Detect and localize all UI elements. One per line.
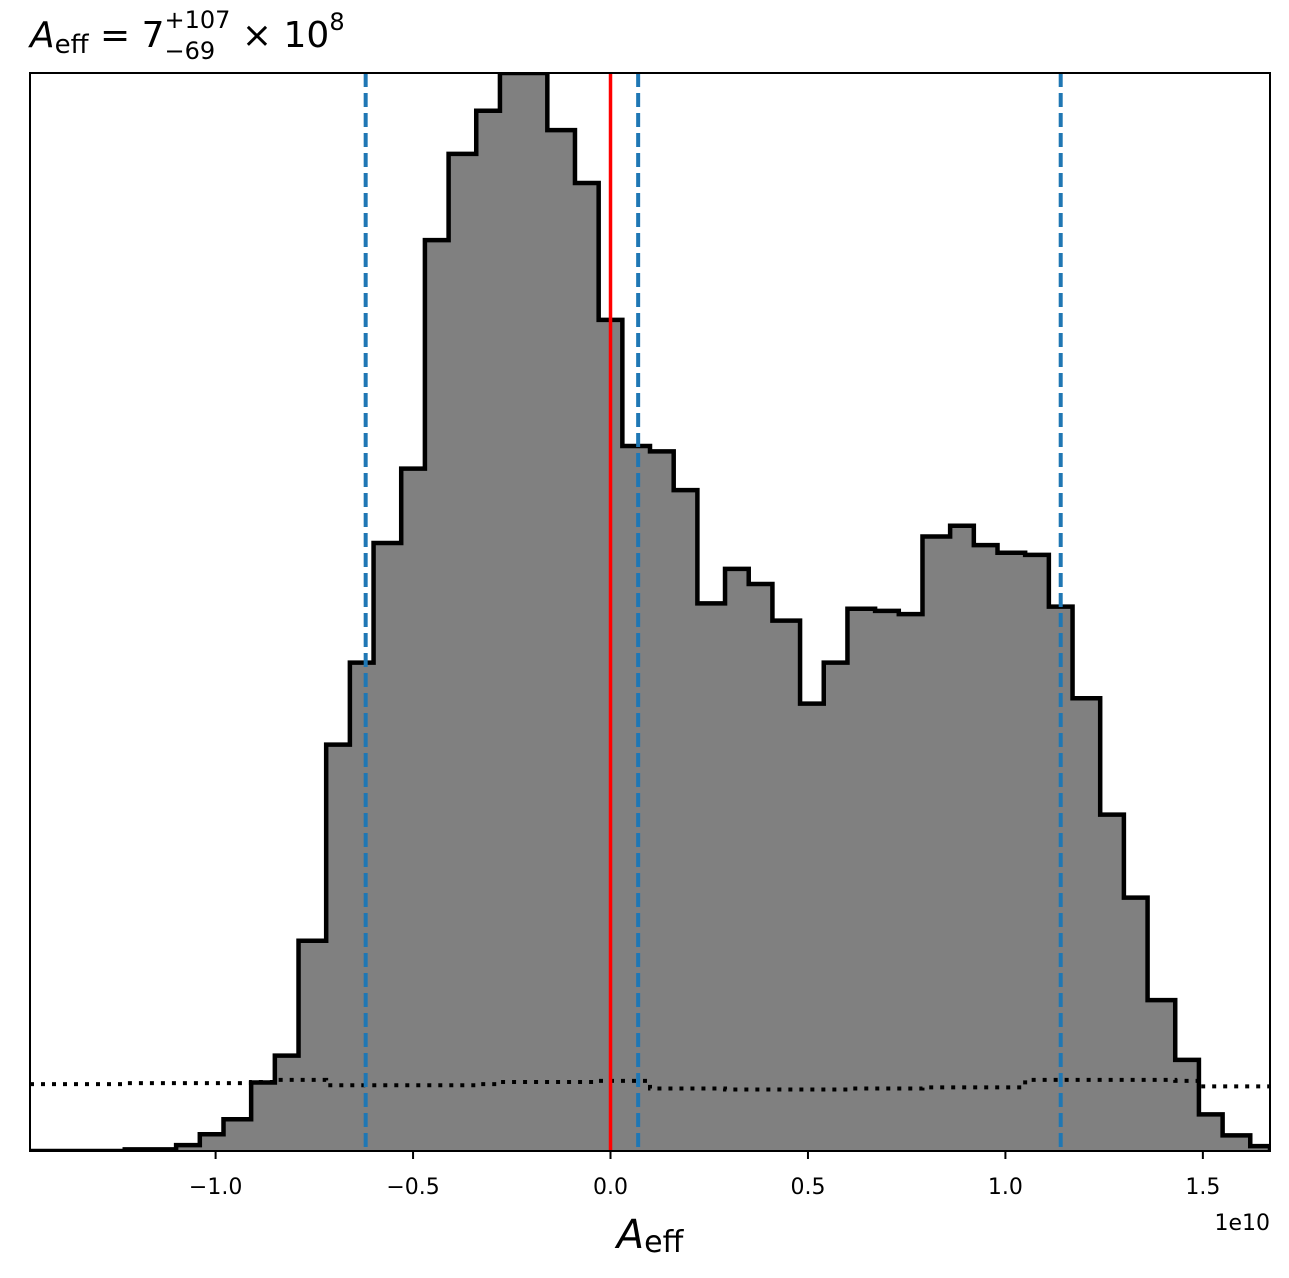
title-subscript: eff xyxy=(55,30,90,60)
vertical-lines xyxy=(363,73,1063,1151)
x-tick-label: −1.0 xyxy=(189,1175,242,1200)
title-exponent: 8 xyxy=(329,8,344,36)
x-tick-label: 0.0 xyxy=(593,1175,628,1200)
title-base: 7 xyxy=(142,15,165,56)
histogram-fill xyxy=(30,73,1270,1151)
xlabel-subscript: eff xyxy=(644,1225,684,1260)
title-times: × 10 xyxy=(230,15,329,56)
title-minus-error: −69 xyxy=(165,37,216,65)
x-axis-ticks: −1.0 −0.5 0.0 0.5 1.0 1.5 xyxy=(189,1151,1220,1200)
chart-title: Aeff = 7+107 −69 × 108 xyxy=(28,6,345,65)
x-tick-label: −0.5 xyxy=(386,1175,439,1200)
axes-frame xyxy=(29,72,1271,1152)
x-axis-label: Aeff xyxy=(614,1212,685,1260)
x-offset-label: 1e10 xyxy=(1214,1211,1270,1236)
title-symbol: A xyxy=(28,15,55,56)
title-equals: = xyxy=(89,15,142,56)
x-tick-label: 1.0 xyxy=(988,1175,1023,1200)
histogram-outline xyxy=(30,73,1270,1151)
title-plus-error: +107 xyxy=(165,6,231,34)
plot-area xyxy=(30,73,1270,1151)
x-tick-label: 1.5 xyxy=(1185,1175,1220,1200)
xlabel-symbol: A xyxy=(614,1212,644,1258)
x-tick-label: 0.5 xyxy=(790,1175,825,1200)
